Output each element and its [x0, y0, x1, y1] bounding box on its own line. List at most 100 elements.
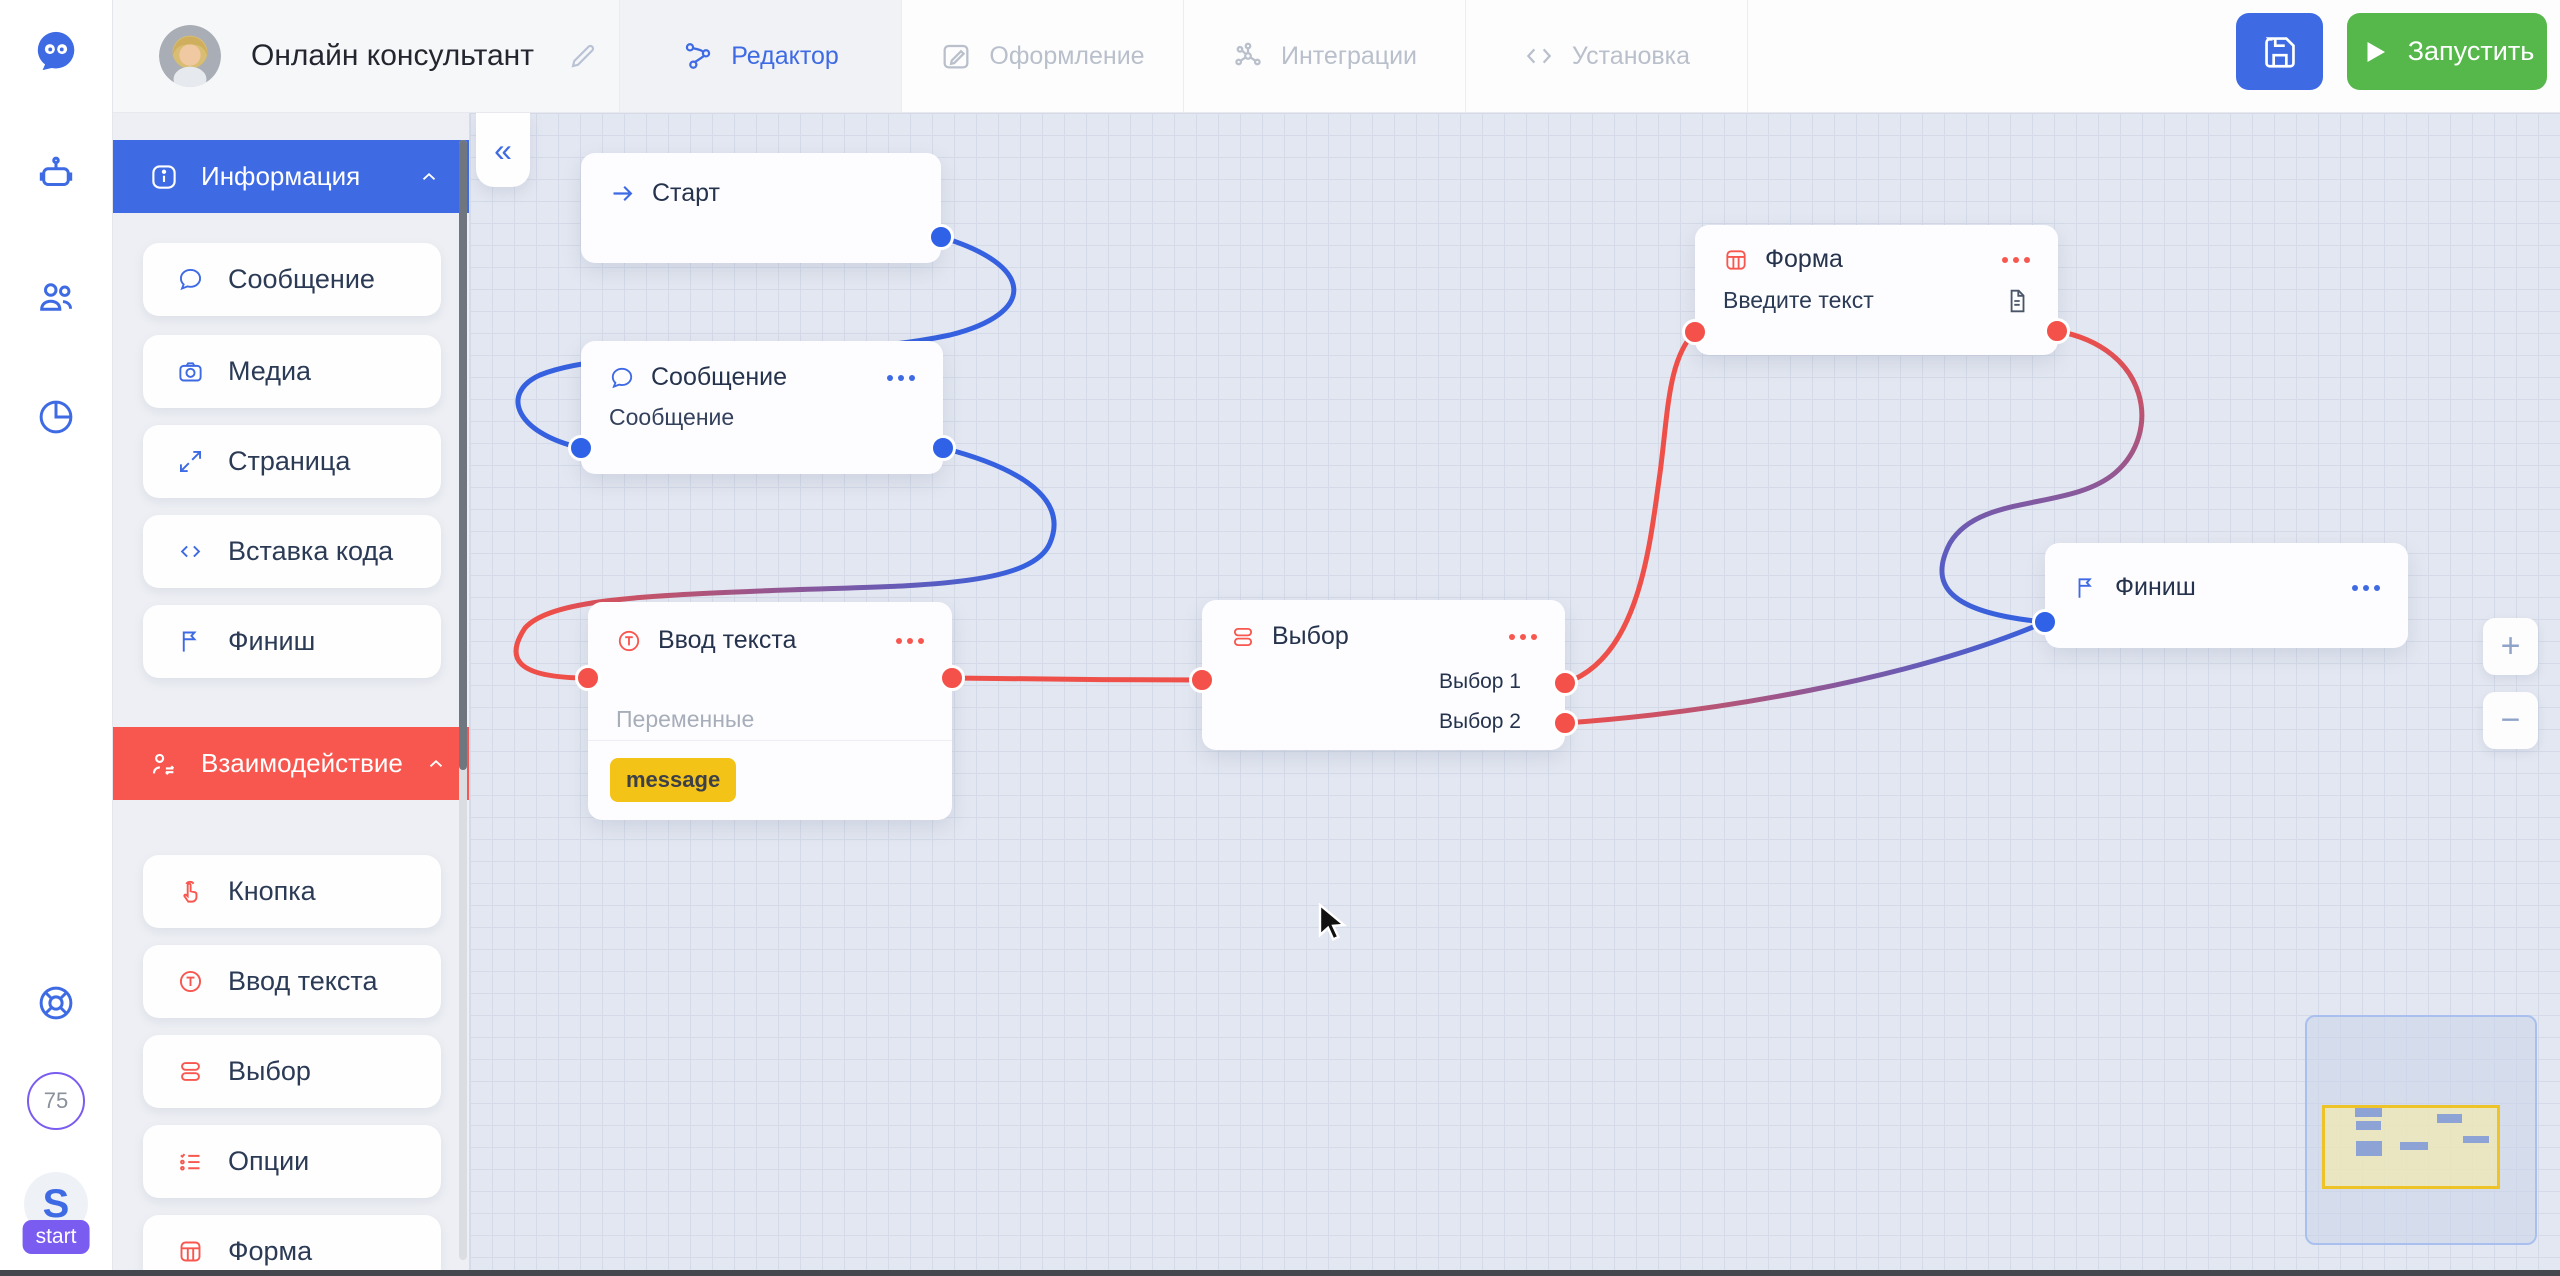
usage-counter-value: 75 — [43, 1088, 69, 1113]
sidebar-scrollbar-thumb[interactable] — [459, 140, 467, 770]
page-title: Онлайн консультант — [251, 39, 534, 72]
chevron-up-icon — [418, 166, 440, 188]
app-logo-icon[interactable] — [33, 28, 79, 74]
port-choice-out-2[interactable] — [1552, 710, 1578, 736]
port-form-in[interactable] — [1682, 319, 1708, 345]
tab-editor[interactable]: Редактор — [620, 0, 902, 112]
port-textinput-in[interactable] — [575, 665, 601, 691]
code-brackets-icon — [1523, 40, 1555, 72]
variable-tag[interactable]: message — [610, 758, 737, 802]
node-menu-icon[interactable] — [896, 637, 924, 644]
collapse-sidebar-button[interactable]: « — [476, 113, 530, 187]
block-item-label: Сообщение — [228, 264, 375, 294]
stats-icon[interactable] — [35, 396, 77, 438]
pencil-square-icon — [940, 40, 972, 72]
node-menu-icon[interactable] — [2352, 584, 2380, 591]
start-badge: start — [22, 1220, 90, 1254]
edit-title-icon[interactable] — [568, 41, 598, 71]
block-item-page[interactable]: Страница — [143, 425, 441, 498]
node-title: Финиш — [2115, 573, 2196, 601]
usage-counter[interactable]: 75 — [27, 1072, 85, 1130]
node-finish[interactable]: Финиш — [2045, 543, 2408, 648]
document-icon — [2004, 288, 2030, 314]
port-form-out[interactable] — [2044, 318, 2070, 344]
port-start-out[interactable] — [928, 224, 954, 250]
node-start[interactable]: Старт — [581, 153, 941, 263]
text-input-icon — [616, 628, 642, 654]
node-form[interactable]: Форма Введите текст — [1695, 225, 2058, 355]
form-table-icon — [177, 1238, 204, 1265]
block-item-code[interactable]: Вставка кода — [143, 515, 441, 588]
tab-install[interactable]: Установка — [1466, 0, 1748, 112]
minimap[interactable] — [2305, 1015, 2537, 1245]
camera-icon — [177, 358, 204, 385]
header-actions: Запустить — [2236, 13, 2547, 90]
main-tabs: Редактор Оформление Интеграции Установка — [620, 0, 1748, 112]
wire-message-to-textinput — [513, 445, 1057, 681]
text-input-icon — [177, 968, 204, 995]
run-button[interactable]: Запустить — [2347, 13, 2547, 90]
start-logo-letter: S — [42, 1181, 70, 1226]
expand-icon — [177, 448, 204, 475]
chat-bubble-icon — [177, 266, 204, 293]
port-message-in[interactable] — [568, 435, 594, 461]
block-item-label: Опции — [228, 1146, 310, 1176]
block-item-text-input[interactable]: Ввод текста — [143, 945, 441, 1018]
output-label: Выбор 2 — [1438, 710, 1521, 733]
play-icon — [2360, 37, 2390, 67]
save-icon — [2261, 33, 2299, 71]
block-item-button[interactable]: Кнопка — [143, 855, 441, 928]
node-text-input[interactable]: Ввод текста Переменные message — [588, 602, 952, 820]
port-choice-out-1[interactable] — [1552, 670, 1578, 696]
code-icon — [177, 538, 204, 565]
zoom-out-button[interactable]: − — [2483, 692, 2538, 749]
block-item-media[interactable]: Медиа — [143, 335, 441, 408]
section-title: Информация — [201, 161, 361, 191]
form-table-icon — [1723, 247, 1749, 273]
block-item-choice[interactable]: Выбор — [143, 1035, 441, 1108]
zoom-in-button[interactable]: + — [2483, 618, 2538, 675]
bots-icon[interactable] — [35, 153, 77, 195]
blocks-sidebar: Информация Сообщение Медиа Страница Вста… — [113, 113, 470, 1270]
flow-icon — [682, 40, 714, 72]
node-menu-icon[interactable] — [2002, 256, 2030, 263]
port-message-out[interactable] — [930, 435, 956, 461]
wire-choice2-to-finish — [1562, 619, 2048, 726]
section-information[interactable]: Информация — [113, 140, 469, 213]
port-textinput-out[interactable] — [939, 665, 965, 691]
divider — [588, 740, 952, 741]
section-interaction[interactable]: Взаимодействие — [113, 727, 469, 800]
block-item-form[interactable]: Форма — [143, 1215, 441, 1270]
minimap-node — [2400, 1142, 2428, 1150]
node-message[interactable]: Сообщение Сообщение — [581, 341, 943, 474]
info-icon — [149, 162, 179, 192]
block-item-options[interactable]: Опции — [143, 1125, 441, 1198]
network-icon — [1232, 40, 1264, 72]
flow-canvas[interactable]: « Старт Сообщение Сообщение Ввод текста — [470, 113, 2560, 1270]
users-icon[interactable] — [35, 276, 77, 318]
output-label: Выбор 1 — [1438, 670, 1521, 693]
node-choice[interactable]: Выбор Выбор 1 Выбор 2 — [1202, 600, 1565, 750]
block-item-finish[interactable]: Финиш — [143, 605, 441, 678]
form-field-label: Введите текст — [1723, 287, 1874, 313]
node-menu-icon[interactable] — [1509, 633, 1537, 640]
tab-integrations[interactable]: Интеграции — [1184, 0, 1466, 112]
bot-title-section: Онлайн консультант — [113, 0, 620, 112]
help-icon[interactable] — [35, 982, 77, 1024]
block-item-label: Медиа — [228, 356, 312, 386]
avatar[interactable] — [159, 25, 221, 87]
port-choice-in[interactable] — [1189, 667, 1215, 693]
tab-design[interactable]: Оформление — [902, 0, 1184, 112]
block-item-message[interactable]: Сообщение — [143, 243, 441, 316]
node-menu-icon[interactable] — [887, 374, 915, 381]
wire-choice1-to-form — [1562, 329, 1698, 686]
block-item-label: Форма — [228, 1236, 313, 1266]
node-title: Ввод текста — [658, 626, 797, 654]
port-finish-in[interactable] — [2032, 609, 2058, 635]
icon-rail: 75 S start — [0, 0, 113, 1276]
tap-finger-icon — [177, 878, 204, 905]
interaction-icon — [149, 749, 179, 779]
save-button[interactable] — [2236, 13, 2323, 90]
node-title: Форма — [1765, 245, 1843, 273]
